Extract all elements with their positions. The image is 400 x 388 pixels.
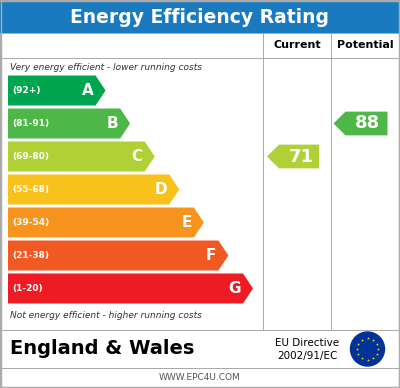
Polygon shape [8, 241, 228, 270]
Polygon shape [267, 145, 319, 168]
Text: Energy Efficiency Rating: Energy Efficiency Rating [70, 8, 330, 27]
Polygon shape [8, 175, 179, 204]
Text: (81-91): (81-91) [12, 119, 49, 128]
Text: G: G [228, 281, 241, 296]
Polygon shape [8, 109, 130, 139]
Text: A: A [82, 83, 94, 98]
Polygon shape [8, 208, 204, 237]
Text: England & Wales: England & Wales [10, 340, 194, 359]
Text: (69-80): (69-80) [12, 152, 49, 161]
Text: (21-38): (21-38) [12, 251, 49, 260]
Text: 2002/91/EC: 2002/91/EC [277, 351, 337, 361]
Text: (1-20): (1-20) [12, 284, 43, 293]
Text: Very energy efficient - lower running costs: Very energy efficient - lower running co… [10, 62, 202, 71]
Text: F: F [206, 248, 216, 263]
Text: Current: Current [273, 40, 321, 50]
Text: C: C [132, 149, 143, 164]
Bar [0, 2, 400, 33]
Polygon shape [8, 142, 155, 171]
Polygon shape [8, 274, 253, 303]
Text: Not energy efficient - higher running costs: Not energy efficient - higher running co… [10, 310, 202, 319]
Text: 71: 71 [288, 147, 314, 166]
Text: D: D [155, 182, 167, 197]
Text: E: E [182, 215, 192, 230]
Text: Potential: Potential [337, 40, 394, 50]
Text: WWW.EPC4U.COM: WWW.EPC4U.COM [159, 374, 241, 383]
Bar [0, 330, 400, 368]
Polygon shape [334, 112, 388, 135]
Bar [0, 33, 400, 58]
Text: (55-68): (55-68) [12, 185, 49, 194]
Polygon shape [8, 76, 106, 106]
Text: B: B [106, 116, 118, 131]
Circle shape [350, 332, 384, 366]
Text: (39-54): (39-54) [12, 218, 49, 227]
Text: 88: 88 [355, 114, 380, 132]
Text: (92+): (92+) [12, 86, 40, 95]
Text: EU Directive: EU Directive [275, 338, 339, 348]
